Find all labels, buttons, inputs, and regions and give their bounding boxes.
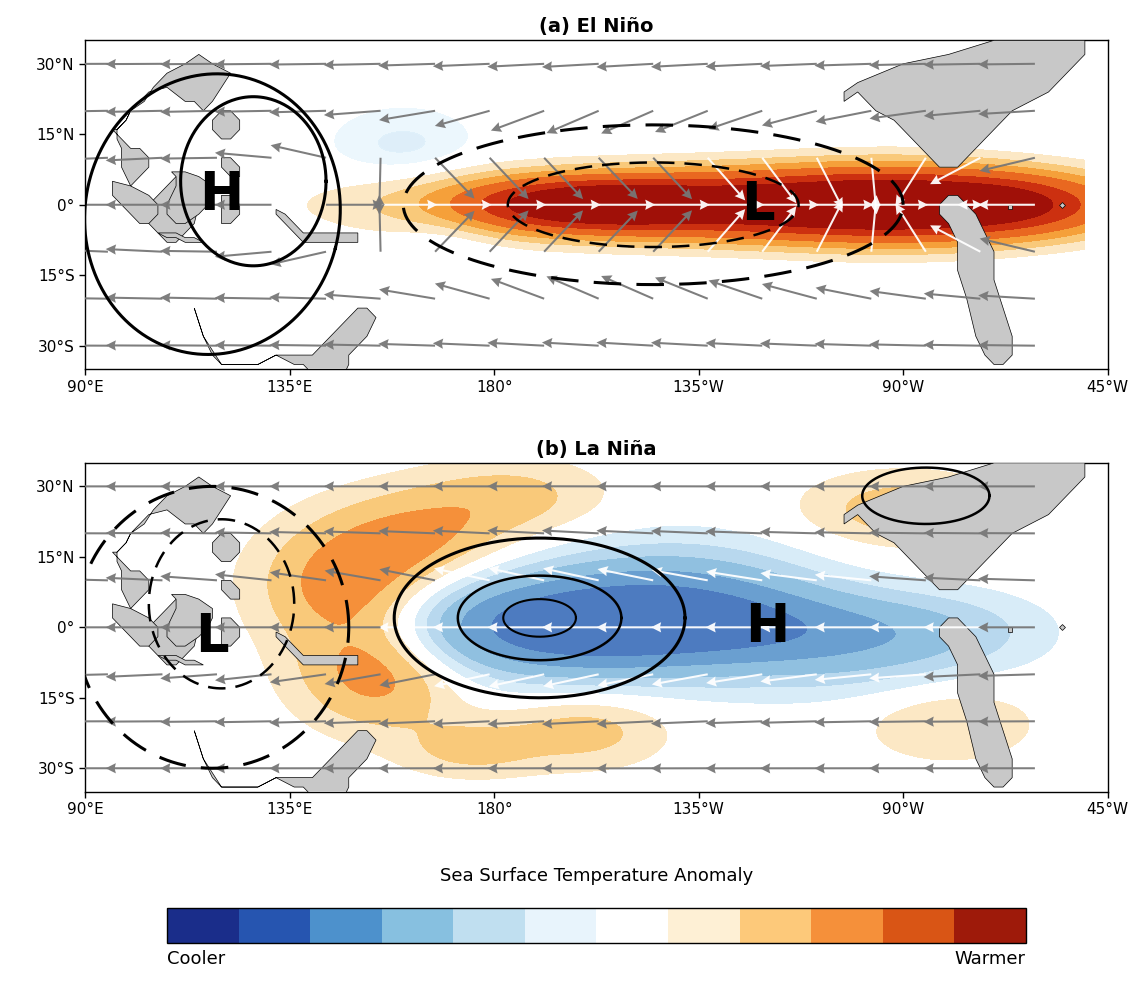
Polygon shape [167,595,212,646]
Bar [525,908,596,943]
Bar [310,908,382,943]
Polygon shape [939,618,1012,787]
Title: (a) El Niño: (a) El Niño [540,17,653,36]
Polygon shape [112,54,231,242]
Polygon shape [222,158,240,176]
Bar [954,908,1026,943]
Polygon shape [1008,627,1012,632]
Text: Warmer: Warmer [954,950,1026,968]
Polygon shape [158,233,203,242]
Polygon shape [212,111,240,139]
Text: H: H [745,602,788,653]
Polygon shape [222,581,240,599]
Polygon shape [844,463,1085,590]
Bar [883,908,954,943]
Bar [740,908,811,943]
Polygon shape [222,618,240,646]
Bar [668,908,740,943]
Polygon shape [222,196,240,224]
Polygon shape [276,632,358,665]
Bar [811,908,883,943]
Text: L: L [195,611,229,662]
Bar [239,908,310,943]
Polygon shape [167,171,212,224]
Title: (b) La Niña: (b) La Niña [536,439,657,459]
Polygon shape [844,40,1085,167]
Polygon shape [194,731,376,805]
Bar [167,908,1026,943]
Polygon shape [1008,205,1012,210]
Polygon shape [276,210,358,242]
Bar [453,908,525,943]
Polygon shape [939,196,1012,365]
Text: Sea Surface Temperature Anomaly: Sea Surface Temperature Anomaly [440,868,753,885]
Polygon shape [112,477,231,665]
Polygon shape [212,533,240,561]
Bar [167,908,239,943]
Polygon shape [194,308,376,383]
Text: Cooler: Cooler [167,950,225,968]
Polygon shape [112,604,158,646]
Text: H: H [200,169,243,222]
Polygon shape [112,181,158,224]
Text: L: L [741,178,775,231]
Bar [382,908,453,943]
Bar [596,908,668,943]
Polygon shape [158,655,203,665]
